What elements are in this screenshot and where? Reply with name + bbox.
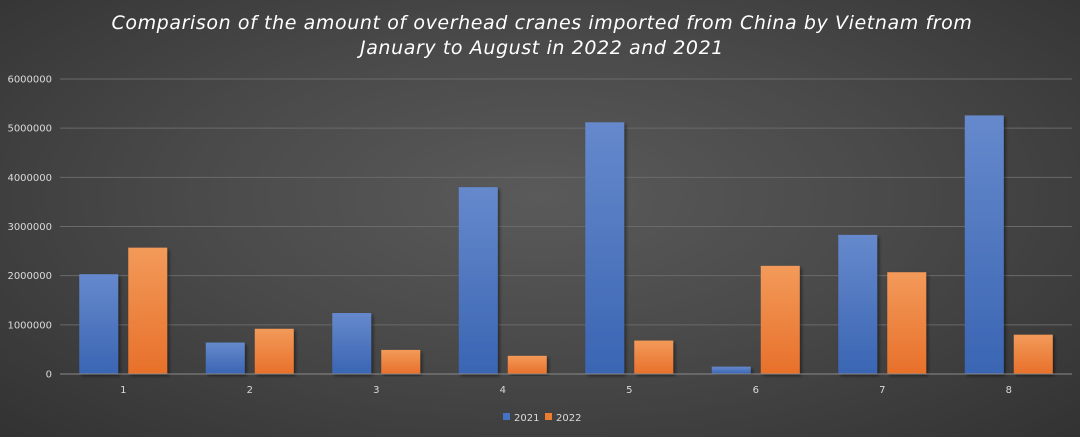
x-tick-label: 3: [373, 385, 379, 396]
bars: [79, 115, 1053, 375]
bar-2022-month-8: [1013, 334, 1053, 374]
bar-2022-month-5: [634, 340, 674, 374]
bar-2021-month-8: [964, 115, 1004, 374]
bar-2022-month-1: [128, 247, 168, 374]
y-tick-label: 5000000: [7, 124, 52, 135]
y-tick-label: 6000000: [7, 75, 52, 86]
y-axis-tick-labels: 0 1000000 2000000 3000000 4000000 5000000 6000…: [7, 75, 52, 381]
x-axis-tick-labels: 1 2 3 4 5 6 7 8: [120, 385, 1012, 396]
bar-2021-month-6: [711, 366, 751, 374]
x-tick-label: 1: [120, 385, 126, 396]
x-tick-label: 6: [753, 385, 759, 396]
chart-title-line-2: January to August in 2022 and 2021: [356, 37, 724, 59]
bar-2021-month-4: [458, 187, 498, 374]
legend-swatch-2021: [503, 413, 510, 420]
x-tick-label: 5: [626, 385, 632, 396]
y-tick-label: 2000000: [7, 271, 52, 282]
x-tick-label: 8: [1006, 385, 1012, 396]
x-tick-label: 2: [247, 385, 253, 396]
bar-2021-month-3: [332, 313, 372, 374]
chart-title-line-1: Comparison of the amount of overhead cra…: [111, 12, 972, 34]
y-tick-label: 0: [46, 370, 52, 381]
x-tick-label: 7: [879, 385, 885, 396]
legend-label-2021: 2021: [514, 413, 539, 424]
bar-2022-month-4: [507, 355, 547, 374]
chart-title: Comparison of the amount of overhead cra…: [111, 12, 972, 59]
x-tick-label: 4: [500, 385, 506, 396]
bar-2022-month-6: [760, 265, 800, 374]
legend-label-2022: 2022: [556, 413, 581, 424]
bar-2021-month-7: [838, 234, 878, 374]
y-tick-label: 1000000: [7, 320, 52, 331]
bar-2022-month-3: [381, 349, 421, 374]
y-tick-label: 3000000: [7, 222, 52, 233]
legend-swatch-2022: [545, 413, 552, 420]
bar-2021-month-1: [79, 274, 119, 374]
legend: 2021 2022: [503, 413, 581, 424]
bar-2022-month-7: [887, 272, 927, 374]
bar-2021-month-5: [585, 122, 625, 375]
bar-2022-month-2: [254, 328, 294, 374]
bar-2021-month-2: [205, 342, 245, 374]
y-tick-label: 4000000: [7, 173, 52, 184]
